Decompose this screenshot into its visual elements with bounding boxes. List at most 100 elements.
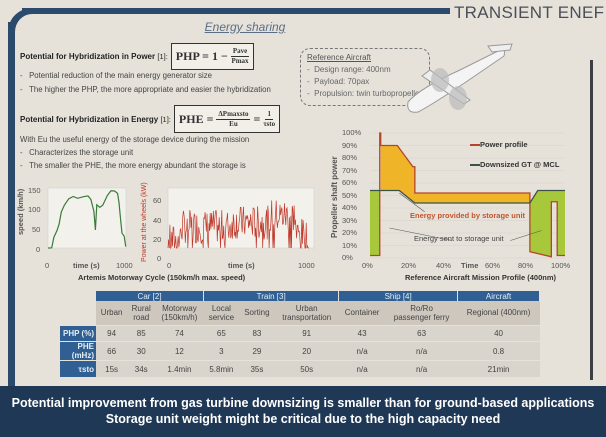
table-cell: 3	[203, 341, 240, 361]
speed-ytick: 50	[32, 225, 41, 234]
php-bullet-2: - The higher the PHP, the more appropria…	[20, 85, 271, 94]
table-cell: 12	[155, 341, 204, 361]
frame-left-bar	[8, 22, 15, 392]
power-profile-line	[370, 132, 565, 258]
phe-equals: =	[253, 111, 261, 126]
table-column-header: Urban transportation	[274, 301, 339, 325]
php-denominator: Pmax	[231, 57, 249, 65]
mission-profile-chart	[370, 132, 565, 259]
phe-bullet-1: - Characterizes the storage unit	[20, 148, 134, 157]
table-cell: 21min	[457, 360, 540, 377]
mission-xtick: 60%	[485, 261, 501, 270]
table-row: τsto 15s 34s 1.4min 5.8min 35s 50s n/a n/a 21min	[60, 360, 540, 377]
mission-xtick: 40%	[436, 261, 452, 270]
annotation-arrow	[510, 230, 542, 241]
mission-ytick: 60%	[342, 178, 358, 187]
php-formula-lhs: PHP = 1 −	[175, 49, 228, 63]
mission-ytick: 50%	[342, 190, 358, 200]
speed-chart	[47, 187, 127, 249]
annotation-arrow	[389, 227, 452, 241]
table-cell: 35s	[239, 360, 275, 377]
poster-title: TRANSIENT ENEF	[454, 3, 605, 22]
conclusion-line-1: Potential improvement from gas turbine d…	[11, 396, 595, 410]
row-label: τsto	[60, 360, 96, 377]
annotation-arrow	[399, 192, 425, 212]
comparison-table: Car [2] Train [3] Ship [4] Aircraft Urban Ru…	[60, 291, 540, 377]
annotation-energy-provided: Energy provided by storage unit	[410, 211, 526, 220]
power-chart	[167, 187, 315, 250]
php-bullet-1: - Potential reduction of the main energy…	[20, 71, 213, 80]
row-label: PHP (%)	[60, 324, 96, 342]
mission-xtick: 100%	[551, 261, 571, 270]
mission-caption: Reference Aircraft Mission Profile (400n…	[405, 273, 557, 282]
mission-ytick: 10%	[342, 240, 358, 250]
speed-ytick: 150	[28, 186, 41, 195]
mission-ytick: 0%	[342, 253, 353, 262]
mission-ytick: 100%	[342, 128, 362, 137]
table-cell: 1.4min	[155, 360, 204, 377]
php-row: Potential for Hybridization in Power [1]…	[20, 43, 255, 70]
table-cell: 15s	[96, 360, 128, 377]
phe-ref: [1]:	[160, 114, 171, 124]
php-heading: Potential for Hybridization in Power [1]…	[20, 52, 168, 61]
phe-denominator-2: τsto	[263, 119, 276, 128]
table-cell: 29	[239, 341, 275, 361]
power-ytick: 20	[153, 235, 162, 244]
energy-sent-area	[370, 190, 380, 256]
php-numerator: Pave	[230, 47, 250, 57]
phe-note: With Eu the useful energy of the storage…	[20, 135, 250, 144]
power-xlabel: time (s)	[228, 261, 255, 270]
table-column-header: Local service	[203, 301, 240, 325]
power-ytick: 0	[157, 254, 162, 263]
mission-xlabel: Time	[461, 261, 479, 270]
mission-ytick: 90%	[342, 140, 358, 150]
aircraft-illustration	[407, 43, 513, 113]
mission-xtick: 80%	[518, 261, 534, 270]
speed-xlabel: time (s)	[73, 261, 100, 270]
table-column-header: Container	[338, 301, 386, 325]
table-cell: 66	[96, 341, 128, 361]
table-column-header: Ro/Ro passenger ferry	[385, 301, 458, 325]
table-cell: 34s	[127, 360, 156, 377]
frame-right-bar	[590, 60, 593, 380]
table-group-header: Train [3]	[203, 291, 340, 301]
mission-ytick: 40%	[342, 203, 358, 212]
reference-item: - Propulsion: twin turbopropeller	[307, 89, 423, 98]
frame-top-bar	[22, 8, 450, 14]
reference-item: - Design range: 400nm	[307, 65, 391, 74]
phe-row: Potential for Hybridization in Energy [1…	[20, 105, 281, 133]
artemis-charts	[47, 187, 315, 250]
energy-sent-area	[529, 190, 565, 257]
php-formula: PHP = 1 − Pave Pmax	[170, 43, 255, 70]
power-xtick: 1000	[298, 261, 315, 270]
table-cell: n/a	[338, 341, 386, 361]
table-cell: 83	[239, 324, 275, 342]
table-cell: 0.8	[457, 341, 540, 361]
php-ref: [1]:	[157, 52, 168, 61]
table-cell: 40	[457, 324, 540, 342]
table-cell: 50s	[274, 360, 339, 377]
phe-formula: PHE = ΔPmaxsto Eu = 1 τsto	[173, 105, 281, 133]
mission-xtick: 20%	[401, 261, 417, 270]
table-cell: 85	[127, 324, 156, 342]
mission-ytick: 70%	[342, 165, 358, 175]
downsized-gt-line	[370, 189, 565, 204]
table-cell: 43	[338, 324, 386, 342]
mission-ytick: 80%	[342, 153, 358, 162]
table-column-header: Sorting	[239, 301, 275, 325]
phe-formula-lhs: PHE =	[178, 111, 214, 126]
table-cell: 74	[155, 324, 204, 342]
section-title: Energy sharing	[204, 20, 286, 34]
speed-ytick: 0	[36, 245, 41, 254]
reference-title: Reference Aircraft	[307, 53, 372, 62]
phe-bullet-2: - The smaller the PHE, the more energy a…	[20, 161, 246, 170]
table-cell: 30	[127, 341, 156, 361]
table-cell: 94	[96, 324, 128, 342]
power-ylabel: Power at the wheels (kW)	[141, 182, 148, 262]
table-cell: 20	[274, 341, 339, 361]
phe-denominator: Eu	[229, 119, 238, 128]
table-row: PHE (mHz) 66 30 12 3 29 20 n/a n/a 0.8	[60, 341, 540, 361]
table-cell: n/a	[385, 341, 458, 361]
artemis-caption: Artemis Motorway Cycle (150km/h max. spe…	[78, 273, 246, 282]
power-ytick: 60	[153, 196, 162, 205]
